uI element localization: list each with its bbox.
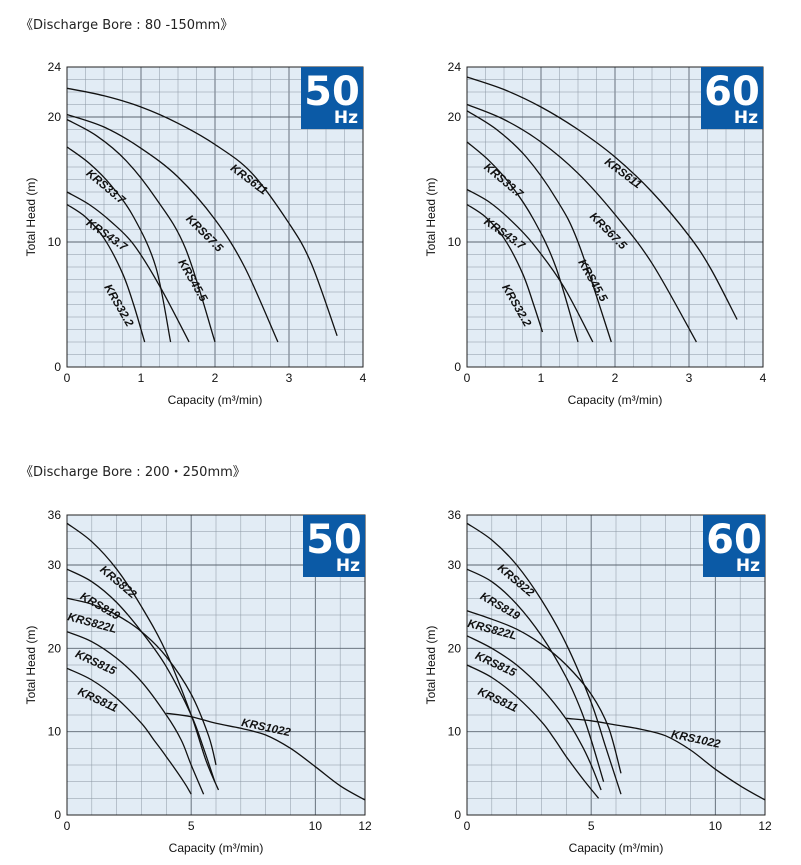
x-tick-label: 3 [686, 371, 693, 385]
y-axis-label: Total Head (m) [24, 178, 38, 257]
frequency-value: 60 [704, 69, 760, 115]
section-title-large-bore: 《Discharge Bore : 200・250mm》 [20, 465, 246, 480]
pump-curve-chart-small-60hz: 0 1 2 3 4 0 10 20 24 Capacity (m³/min) Total Head … [424, 60, 767, 407]
plot-frame [466, 66, 764, 368]
plot-frame [66, 514, 366, 816]
y-tick-label: 24 [48, 60, 62, 74]
curve-krs1022 [566, 717, 766, 801]
curve-krs45-5 [66, 118, 216, 343]
curve-krs822 [466, 522, 622, 795]
frequency-unit: Hz [334, 108, 358, 128]
y-tick-label: 20 [48, 641, 62, 655]
x-axis-label: Capacity (m³/min) [568, 393, 663, 407]
x-axis-label: Capacity (m³/min) [569, 841, 664, 855]
y-tick-label: 10 [48, 725, 62, 739]
x-tick-label: 4 [360, 371, 367, 385]
curve-krs822l [66, 597, 217, 766]
frequency-value: 60 [706, 517, 762, 563]
y-tick-label: 30 [48, 558, 62, 572]
pump-curve-chart-large-60hz: 0 5 10 12 0 10 20 30 36 Capacity (m³/min) Total He… [424, 508, 772, 855]
pump-curve-chart-small-50hz: 0 1 2 3 4 0 10 20 24 Capacity (m³/min) Total Head … [24, 60, 367, 407]
curve-krs43-7 [66, 191, 190, 343]
curve-krs811 [66, 667, 192, 795]
y-tick-label: 20 [448, 641, 462, 655]
x-tick-label: 10 [309, 819, 323, 833]
curve-krs45-5 [466, 110, 612, 343]
curve-krs1022 [166, 712, 366, 801]
curve-krs822 [66, 522, 220, 791]
x-tick-label: 0 [464, 371, 471, 385]
frequency-badge-background [303, 515, 365, 577]
y-axis-label: Total Head (m) [424, 178, 438, 257]
curve-krs815 [466, 635, 602, 791]
y-tick-label: 20 [448, 110, 462, 124]
y-axis-label: Total Head (m) [424, 626, 438, 705]
x-tick-label: 3 [286, 371, 293, 385]
curve-krs67-5 [66, 113, 279, 343]
x-axis-label: Capacity (m³/min) [169, 841, 264, 855]
y-tick-label: 10 [448, 235, 462, 249]
y-tick-label: 10 [448, 725, 462, 739]
y-tick-label: 36 [448, 508, 462, 522]
y-tick-label: 24 [448, 60, 462, 74]
curve-krs815 [66, 631, 205, 795]
curve-krs43-7 [466, 188, 594, 343]
x-tick-label: 12 [758, 819, 772, 833]
y-tick-label: 36 [48, 508, 62, 522]
frequency-value: 50 [304, 69, 360, 115]
x-tick-label: 0 [64, 371, 71, 385]
y-tick-label: 20 [48, 110, 62, 124]
plot-frame [66, 66, 364, 368]
curve-krs611 [466, 76, 738, 320]
y-tick-label: 10 [48, 235, 62, 249]
x-tick-label: 4 [760, 371, 767, 385]
x-tick-label: 2 [612, 371, 619, 385]
y-axis-label: Total Head (m) [24, 626, 38, 705]
frequency-badge-background [301, 67, 363, 129]
y-tick-label: 0 [454, 808, 461, 822]
x-tick-label: 10 [709, 819, 723, 833]
section-title-small-bore: 《Discharge Bore : 80 -150mm》 [20, 18, 234, 33]
y-tick-label: 0 [454, 360, 461, 374]
y-tick-label: 0 [54, 360, 61, 374]
frequency-unit: Hz [736, 556, 760, 576]
x-tick-label: 12 [358, 819, 372, 833]
x-tick-label: 0 [64, 819, 71, 833]
x-tick-label: 0 [464, 819, 471, 833]
pump-curve-chart-large-50hz: 0 5 10 12 0 10 20 30 36 Capacity (m³/min) Total He… [24, 508, 372, 855]
curve-krs33-7 [466, 141, 579, 343]
curve-krs822l [466, 610, 622, 774]
curve-krs32-2 [66, 203, 146, 343]
curve-krs819 [66, 568, 216, 782]
curve-krs33-7 [66, 146, 172, 343]
frequency-value: 50 [306, 517, 362, 563]
x-tick-label: 5 [188, 819, 195, 833]
frequency-unit: Hz [336, 556, 360, 576]
curve-krs32-2 [466, 203, 544, 333]
frequency-badge-background [703, 515, 765, 577]
y-tick-label: 30 [448, 558, 462, 572]
x-tick-label: 1 [538, 371, 545, 385]
y-tick-label: 0 [54, 808, 61, 822]
x-tick-label: 1 [138, 371, 145, 385]
curve-krs811 [466, 664, 600, 799]
x-tick-label: 2 [212, 371, 219, 385]
x-tick-label: 5 [588, 819, 595, 833]
frequency-badge-background [701, 67, 763, 129]
curve-krs819 [466, 568, 605, 782]
curve-krs67-5 [466, 103, 697, 343]
frequency-unit: Hz [734, 108, 758, 128]
curve-krs611 [66, 87, 338, 337]
x-axis-label: Capacity (m³/min) [168, 393, 263, 407]
